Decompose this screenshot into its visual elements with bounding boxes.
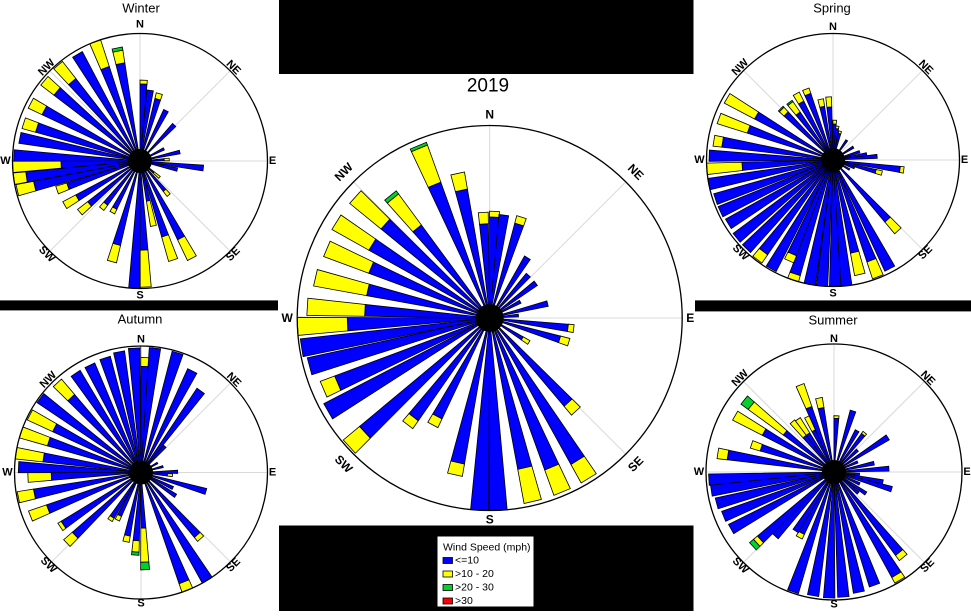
svg-text:N: N xyxy=(137,334,145,346)
svg-text:N: N xyxy=(830,333,838,345)
svg-text:N: N xyxy=(136,19,144,31)
svg-text:>30: >30 xyxy=(455,595,473,607)
svg-text:Wind Speed (mph): Wind Speed (mph) xyxy=(443,542,531,554)
svg-text:Autumn: Autumn xyxy=(118,312,163,327)
svg-text:E: E xyxy=(269,155,276,167)
svg-text:E: E xyxy=(686,311,694,325)
svg-text:Summer: Summer xyxy=(808,313,858,328)
svg-text:Spring: Spring xyxy=(813,1,851,16)
svg-text:<=10: <=10 xyxy=(455,555,479,567)
svg-text:S: S xyxy=(829,288,836,300)
svg-text:E: E xyxy=(961,154,968,166)
svg-text:S: S xyxy=(136,290,143,302)
svg-text:S: S xyxy=(137,598,144,610)
svg-text:>20 - 30: >20 - 30 xyxy=(455,582,494,594)
svg-text:W: W xyxy=(694,154,705,166)
svg-text:E: E xyxy=(269,467,276,479)
svg-text:N: N xyxy=(485,108,494,122)
svg-text:S: S xyxy=(486,513,494,527)
svg-text:2019: 2019 xyxy=(467,76,509,97)
svg-text:N: N xyxy=(829,21,837,33)
svg-text:>10 - 20: >10 - 20 xyxy=(455,568,494,580)
svg-text:Winter: Winter xyxy=(122,1,160,16)
svg-text:W: W xyxy=(694,466,705,478)
svg-text:W: W xyxy=(0,155,11,167)
svg-text:W: W xyxy=(2,467,13,479)
svg-text:S: S xyxy=(830,599,837,611)
svg-text:E: E xyxy=(963,466,970,478)
svg-text:W: W xyxy=(282,311,294,325)
